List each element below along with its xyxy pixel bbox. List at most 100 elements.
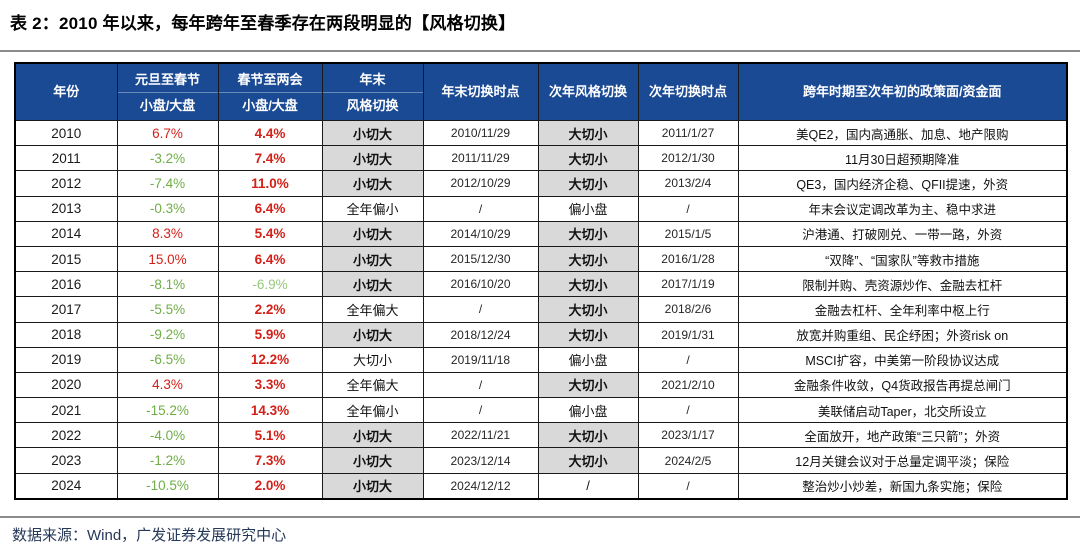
jan-spring-value: -0.3% bbox=[116, 195, 219, 222]
year-cell: 2015 bbox=[14, 245, 118, 273]
col-header-jan-spring-bottom: 小盘/大盘 bbox=[139, 97, 196, 113]
col-header-year: 年份 bbox=[14, 62, 118, 121]
table-row: 2016 -8.1% -6.9% 小切大 2016/10/20 大切小 2017/1/19 限… bbox=[14, 271, 1068, 298]
yearend-switch-time: 2014/10/29 bbox=[422, 220, 539, 247]
policy-note: 12月关键会议对于总量定调平淡；保险 bbox=[737, 447, 1068, 474]
year-cell: 2010 bbox=[14, 119, 118, 147]
jan-spring-value: -6.5% bbox=[116, 346, 219, 373]
policy-note: 整治炒小炒差，新国九条实施；保险 bbox=[737, 472, 1068, 500]
jan-spring-value: 15.0% bbox=[116, 245, 219, 273]
year-cell: 2022 bbox=[14, 422, 118, 449]
nextyear-switch-time: / bbox=[637, 472, 739, 500]
col-header-spring-sessions: 春节至两会 小盘/大盘 bbox=[217, 62, 323, 121]
col-header-year-label: 年份 bbox=[53, 84, 80, 99]
jan-spring-value: -8.1% bbox=[116, 271, 219, 298]
nextyear-switch-time: / bbox=[637, 195, 739, 222]
nextyear-switch-time: 2023/1/17 bbox=[637, 422, 739, 449]
table-row: 2019 -6.5% 12.2% 大切小 2019/11/18 偏小盘 / MSCI扩容，中美… bbox=[14, 346, 1068, 373]
jan-spring-value: 8.3% bbox=[116, 220, 219, 247]
yearend-switch-time: 2018/12/24 bbox=[422, 321, 539, 348]
table-header: 年份 元旦至春节 小盘/大盘 春节至两会 小盘/大盘 年末 风格切换 年末切换时… bbox=[14, 62, 1068, 121]
yearend-switch-time: / bbox=[422, 397, 539, 424]
table-row: 2015 15.0% 6.4% 小切大 2015/12/30 大切小 2016/1/28 “双… bbox=[14, 245, 1068, 273]
spring-sessions-value: 7.3% bbox=[217, 447, 323, 474]
policy-note: 美QE2，国内高通胀、加息、地产限购 bbox=[737, 119, 1068, 147]
year-cell: 2017 bbox=[14, 296, 118, 323]
year-cell: 2020 bbox=[14, 371, 118, 399]
col-header-nextyear-switch-label: 次年风格切换 bbox=[548, 84, 627, 99]
yearend-switch-cell: 小切大 bbox=[321, 472, 424, 500]
col-header-nextyear-time-label: 次年切换时点 bbox=[648, 84, 727, 99]
nextyear-switch-time: 2017/1/19 bbox=[637, 271, 739, 298]
col-header-yearend-time: 年末切换时点 bbox=[422, 62, 539, 121]
yearend-switch-cell: 全年偏大 bbox=[321, 296, 424, 323]
jan-spring-value: -1.2% bbox=[116, 447, 219, 474]
spring-sessions-value: 11.0% bbox=[217, 170, 323, 197]
jan-spring-value: -9.2% bbox=[116, 321, 219, 348]
col-header-nextyear-time: 次年切换时点 bbox=[637, 62, 739, 121]
col-header-spring-sessions-bottom: 小盘/大盘 bbox=[242, 97, 298, 113]
jan-spring-value: -15.2% bbox=[116, 397, 219, 424]
spring-sessions-value: 14.3% bbox=[217, 397, 323, 424]
yearend-switch-cell: 小切大 bbox=[321, 145, 424, 172]
table-row: 2013 -0.3% 6.4% 全年偏小 / 偏小盘 / 年末会议定调改革为主、稳中求进 bbox=[14, 195, 1068, 222]
spring-sessions-value: 12.2% bbox=[217, 346, 323, 373]
table-row: 2010 6.7% 4.4% 小切大 2010/11/29 大切小 2011/1/27 美QE… bbox=[14, 119, 1068, 147]
yearend-switch-cell: 小切大 bbox=[321, 321, 424, 348]
yearend-switch-time: / bbox=[422, 371, 539, 399]
yearend-switch-time: 2016/10/20 bbox=[422, 271, 539, 298]
yearend-switch-cell: 全年偏大 bbox=[321, 371, 424, 399]
nextyear-switch-cell: 偏小盘 bbox=[537, 397, 639, 424]
policy-note: MSCI扩容，中美第一阶段协议达成 bbox=[737, 346, 1068, 373]
table-row: 2014 8.3% 5.4% 小切大 2014/10/29 大切小 2015/1/5 沪港通、… bbox=[14, 220, 1068, 247]
policy-note: 金融去杠杆、全年利率中枢上行 bbox=[737, 296, 1068, 323]
policy-note: 11月30日超预期降准 bbox=[737, 145, 1068, 172]
nextyear-switch-time: 2015/1/5 bbox=[637, 220, 739, 247]
col-header-nextyear-switch: 次年风格切换 bbox=[537, 62, 639, 121]
jan-spring-value: 4.3% bbox=[116, 371, 219, 399]
jan-spring-value: -7.4% bbox=[116, 170, 219, 197]
table-body: 2010 6.7% 4.4% 小切大 2010/11/29 大切小 2011/1/27 美QE… bbox=[14, 119, 1068, 500]
policy-note: 年末会议定调改革为主、稳中求进 bbox=[737, 195, 1068, 222]
policy-note: “双降”、“国家队”等救市措施 bbox=[737, 245, 1068, 273]
col-header-policy-label: 跨年时期至次年初的政策面/资金面 bbox=[802, 84, 1002, 99]
table-row: 2020 4.3% 3.3% 全年偏大 / 大切小 2021/2/10 金融条件收敛，Q4货政… bbox=[14, 371, 1068, 399]
spring-sessions-value: 2.0% bbox=[217, 472, 323, 500]
spring-sessions-value: 7.4% bbox=[217, 145, 323, 172]
nextyear-switch-cell: 大切小 bbox=[537, 220, 639, 247]
policy-note: 限制并购、壳资源炒作、金融去杠杆 bbox=[737, 271, 1068, 298]
table-row: 2012 -7.4% 11.0% 小切大 2012/10/29 大切小 2013/2/4 QE… bbox=[14, 170, 1068, 197]
nextyear-switch-cell: 大切小 bbox=[537, 422, 639, 449]
nextyear-switch-cell: 大切小 bbox=[537, 371, 639, 399]
title-divider bbox=[0, 50, 1080, 52]
yearend-switch-time: 2019/11/18 bbox=[422, 346, 539, 373]
yearend-switch-cell: 小切大 bbox=[321, 119, 424, 147]
nextyear-switch-time: 2013/2/4 bbox=[637, 170, 739, 197]
nextyear-switch-time: 2024/2/5 bbox=[637, 447, 739, 474]
col-header-yearend-time-label: 年末切换时点 bbox=[441, 84, 520, 99]
nextyear-switch-cell: 大切小 bbox=[537, 170, 639, 197]
year-cell: 2011 bbox=[14, 145, 118, 172]
table-title: 表 2：2010 年以来，每年跨年至春季存在两段明显的【风格切换】 bbox=[10, 14, 516, 33]
yearend-switch-cell: 小切大 bbox=[321, 271, 424, 298]
col-header-yearend-switch: 年末 风格切换 bbox=[321, 62, 424, 121]
col-header-yearend-switch-bottom: 风格切换 bbox=[346, 97, 399, 113]
col-header-jan-spring: 元旦至春节 小盘/大盘 bbox=[116, 62, 219, 121]
year-cell: 2012 bbox=[14, 170, 118, 197]
data-source: 数据来源：Wind，广发证券发展研究中心 bbox=[12, 527, 287, 544]
year-cell: 2013 bbox=[14, 195, 118, 222]
policy-note: 美联储启动Taper，北交所设立 bbox=[737, 397, 1068, 424]
yearend-switch-cell: 小切大 bbox=[321, 447, 424, 474]
table-row: 2021 -15.2% 14.3% 全年偏小 / 偏小盘 / 美联储启动Taper，北交所设立 bbox=[14, 397, 1068, 424]
yearend-switch-cell: 全年偏小 bbox=[321, 195, 424, 222]
yearend-switch-time: 2022/11/21 bbox=[422, 422, 539, 449]
table-row: 2011 -3.2% 7.4% 小切大 2011/11/29 大切小 2012/1/30 11… bbox=[14, 145, 1068, 172]
year-cell: 2014 bbox=[14, 220, 118, 247]
nextyear-switch-time: 2016/1/28 bbox=[637, 245, 739, 273]
nextyear-switch-cell: 偏小盘 bbox=[537, 195, 639, 222]
nextyear-switch-time: 2021/2/10 bbox=[637, 371, 739, 399]
jan-spring-value: 6.7% bbox=[116, 119, 219, 147]
spring-sessions-value: -6.9% bbox=[217, 271, 323, 298]
yearend-switch-time: / bbox=[422, 296, 539, 323]
year-cell: 2019 bbox=[14, 346, 118, 373]
